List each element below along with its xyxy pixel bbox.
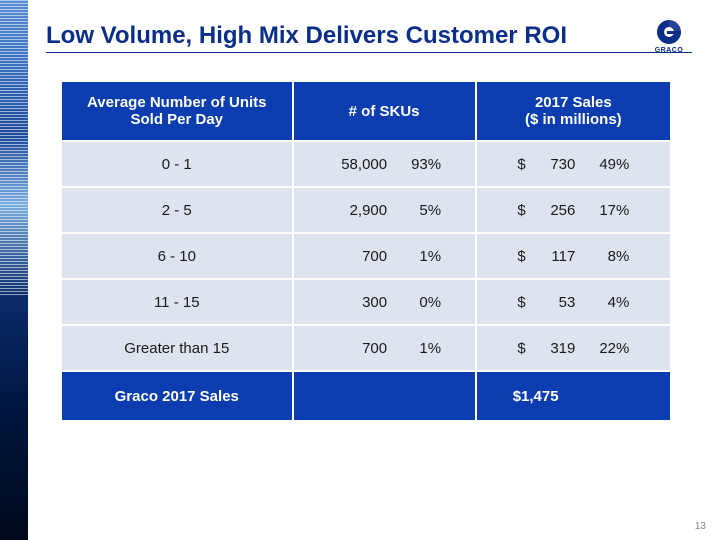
cell-skus: 7001% (294, 234, 475, 278)
col-header-units: Average Number of Units Sold Per Day (62, 82, 292, 140)
footer-label: Graco 2017 Sales (62, 372, 292, 420)
slide-title: Low Volume, High Mix Delivers Customer R… (46, 22, 567, 50)
cell-skus: 58,00093% (294, 142, 475, 186)
col-header-skus: # of SKUs (294, 82, 475, 140)
cell-range: 0 - 1 (62, 142, 292, 186)
table-row: 11 - 153000%$534% (62, 280, 670, 324)
footer-empty (294, 372, 475, 420)
footer-total: $1,475 (477, 372, 670, 420)
table-row: 0 - 158,00093%$73049% (62, 142, 670, 186)
cell-skus: 7001% (294, 326, 475, 370)
cell-sales: $25617% (477, 188, 670, 232)
sales-table-container: Average Number of Units Sold Per Day # o… (60, 80, 672, 422)
graco-logo-icon (652, 18, 686, 46)
cell-sales: $534% (477, 280, 670, 324)
table-header-row: Average Number of Units Sold Per Day # o… (62, 82, 670, 140)
page-number: 13 (695, 521, 706, 532)
title-bar: Low Volume, High Mix Delivers Customer R… (46, 18, 692, 54)
cell-sales: $73049% (477, 142, 670, 186)
title-underline (46, 52, 692, 53)
table-row: 2 - 52,9005%$25617% (62, 188, 670, 232)
cell-skus: 2,9005% (294, 188, 475, 232)
table-row: 6 - 107001%$1178% (62, 234, 670, 278)
cell-range: 2 - 5 (62, 188, 292, 232)
cell-range: 6 - 10 (62, 234, 292, 278)
sales-table: Average Number of Units Sold Per Day # o… (60, 80, 672, 422)
cell-range: 11 - 15 (62, 280, 292, 324)
cell-skus: 3000% (294, 280, 475, 324)
col-header-sales: 2017 Sales ($ in millions) (477, 82, 670, 140)
cell-sales: $31922% (477, 326, 670, 370)
left-decorative-stripe (0, 0, 28, 540)
cell-sales: $1178% (477, 234, 670, 278)
table-footer-row: Graco 2017 Sales $1,475 (62, 372, 670, 420)
brand-logo: GRACO (646, 18, 692, 54)
cell-range: Greater than 15 (62, 326, 292, 370)
table-row: Greater than 157001%$31922% (62, 326, 670, 370)
